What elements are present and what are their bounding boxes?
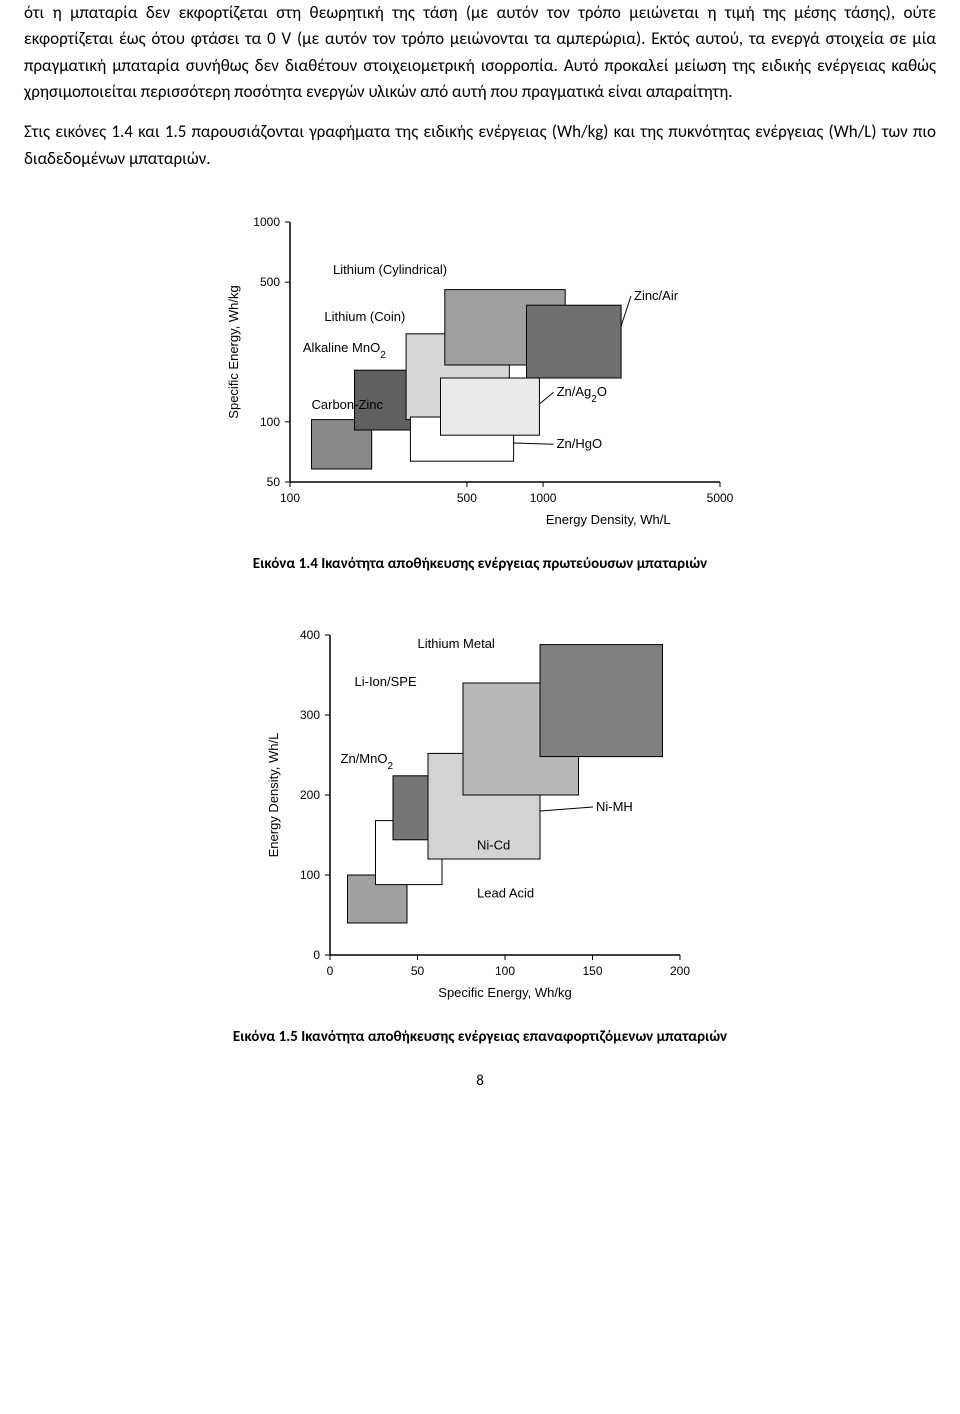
svg-text:Energy Density, Wh/L: Energy Density, Wh/L [546,512,671,527]
body-paragraph-1: ότι η μπαταρία δεν εκφορτίζεται στη θεωρ… [24,0,936,105]
svg-text:150: 150 [582,964,602,978]
chart-1: 50 100 500 1000 100 500 1000 5000 Specific Energ… [220,202,740,542]
svg-text:Lithium Metal: Lithium Metal [418,636,495,651]
svg-text:100: 100 [260,415,280,429]
svg-text:50: 50 [267,475,281,489]
svg-text:400: 400 [300,628,320,642]
svg-text:Alkaline MnO2: Alkaline MnO2 [303,340,386,361]
svg-text:Ni-MH: Ni-MH [596,799,633,814]
svg-text:Lead Acid: Lead Acid [477,885,534,900]
svg-text:Lithium (Coin): Lithium (Coin) [324,309,405,324]
svg-text:100: 100 [280,491,300,505]
svg-text:Energy Density, Wh/L: Energy Density, Wh/L [266,733,281,858]
svg-text:0: 0 [327,964,334,978]
svg-text:Zn/Ag2O: Zn/Ag2O [557,384,607,405]
body-paragraph-2: Στις εικόνες 1.4 και 1.5 παρουσιάζονται … [24,119,936,172]
chart-1-caption: Εικόνα 1.4 Ικανότητα αποθήκευσης ενέργει… [253,554,707,575]
svg-text:Zn/MnO2: Zn/MnO2 [341,751,394,772]
svg-text:Ni-Cd: Ni-Cd [477,837,510,852]
svg-text:0: 0 [313,948,320,962]
chart-2-caption: Εικόνα 1.5 Ικανότητα αποθήκευσης ενέργει… [233,1027,727,1048]
svg-text:5000: 5000 [707,491,734,505]
svg-text:Lithium (Cylindrical): Lithium (Cylindrical) [333,262,447,277]
svg-text:100: 100 [300,868,320,882]
svg-text:100: 100 [495,964,515,978]
svg-text:Zn/HgO: Zn/HgO [557,436,603,451]
svg-text:50: 50 [411,964,425,978]
svg-text:500: 500 [260,275,280,289]
svg-text:200: 200 [670,964,690,978]
svg-text:300: 300 [300,708,320,722]
svg-text:Li-Ion/SPE: Li-Ion/SPE [355,674,417,689]
svg-text:Specific Energy, Wh/kg: Specific Energy, Wh/kg [226,285,241,418]
svg-text:200: 200 [300,788,320,802]
svg-text:Zinc/Air: Zinc/Air [634,288,679,303]
svg-text:Specific Energy, Wh/kg: Specific Energy, Wh/kg [438,985,571,1000]
svg-text:1000: 1000 [530,491,557,505]
svg-text:1000: 1000 [253,215,280,229]
svg-text:Carbon-Zinc: Carbon-Zinc [312,397,384,412]
svg-text:500: 500 [457,491,477,505]
page-number: 8 [24,1072,936,1090]
chart-2: 0 100 200 300 400 0 50 100 150 200 Energy Density,… [260,615,700,1015]
